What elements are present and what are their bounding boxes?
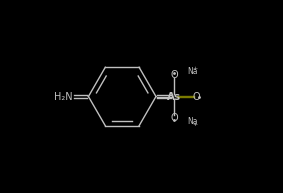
Text: H₂N: H₂N: [54, 91, 73, 102]
Text: Na: Na: [187, 117, 198, 126]
Text: O: O: [170, 70, 178, 80]
Text: As: As: [167, 91, 181, 102]
Text: +: +: [193, 66, 198, 71]
Text: Na: Na: [187, 67, 198, 76]
Text: O: O: [192, 91, 200, 102]
Text: O: O: [170, 113, 178, 123]
Text: +: +: [193, 122, 198, 127]
